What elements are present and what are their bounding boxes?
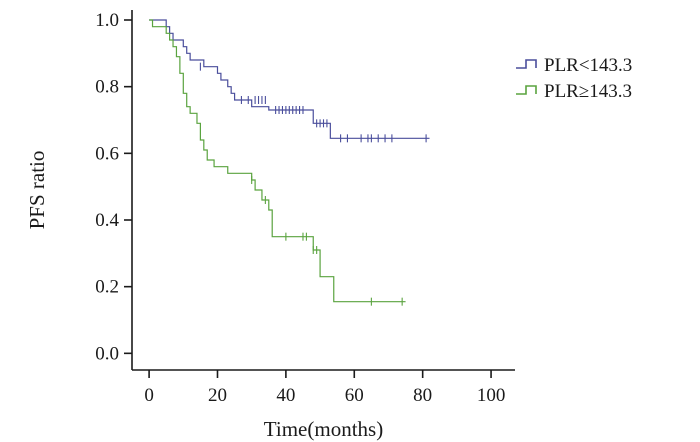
y-tick-label: 0.2 bbox=[95, 277, 119, 298]
series-2 bbox=[149, 19, 406, 306]
x-ticks: 0 20 40 60 80 100 bbox=[144, 370, 505, 406]
x-axis-title: Time(months) bbox=[264, 417, 383, 441]
x-tick-label: 20 bbox=[208, 385, 227, 406]
legend-item-2: PLR≥143.3 bbox=[516, 81, 632, 102]
y-axis-title: PFS ratio bbox=[25, 151, 49, 230]
survival-curves bbox=[149, 19, 430, 306]
legend-item-1: PLR<143.3 bbox=[516, 55, 632, 76]
x-tick-label: 0 bbox=[144, 385, 154, 406]
y-tick-label: 0.6 bbox=[95, 143, 119, 164]
y-tick-label: 1.0 bbox=[95, 10, 119, 31]
legend-label: PLR≥143.3 bbox=[544, 81, 632, 102]
survival-curve-line bbox=[149, 19, 430, 139]
y-ticks: 0.0 0.2 0.4 0.6 0.8 1.0 bbox=[95, 10, 132, 364]
x-tick-label: 60 bbox=[345, 385, 364, 406]
legend-label: PLR<143.3 bbox=[544, 55, 632, 76]
y-tick-label: 0.4 bbox=[95, 210, 119, 231]
legend-swatch bbox=[516, 59, 537, 69]
axes bbox=[131, 10, 515, 371]
x-tick-label: 40 bbox=[276, 385, 295, 406]
y-tick-label: 0.0 bbox=[95, 343, 119, 364]
legend: PLR<143.3 PLR≥143.3 bbox=[516, 55, 632, 102]
survival-curve-line bbox=[149, 19, 406, 303]
series-1 bbox=[149, 19, 430, 143]
legend-swatch bbox=[516, 85, 537, 95]
x-tick-label: 80 bbox=[413, 385, 432, 406]
x-tick-label: 100 bbox=[477, 385, 506, 406]
y-tick-label: 0.8 bbox=[95, 77, 119, 98]
